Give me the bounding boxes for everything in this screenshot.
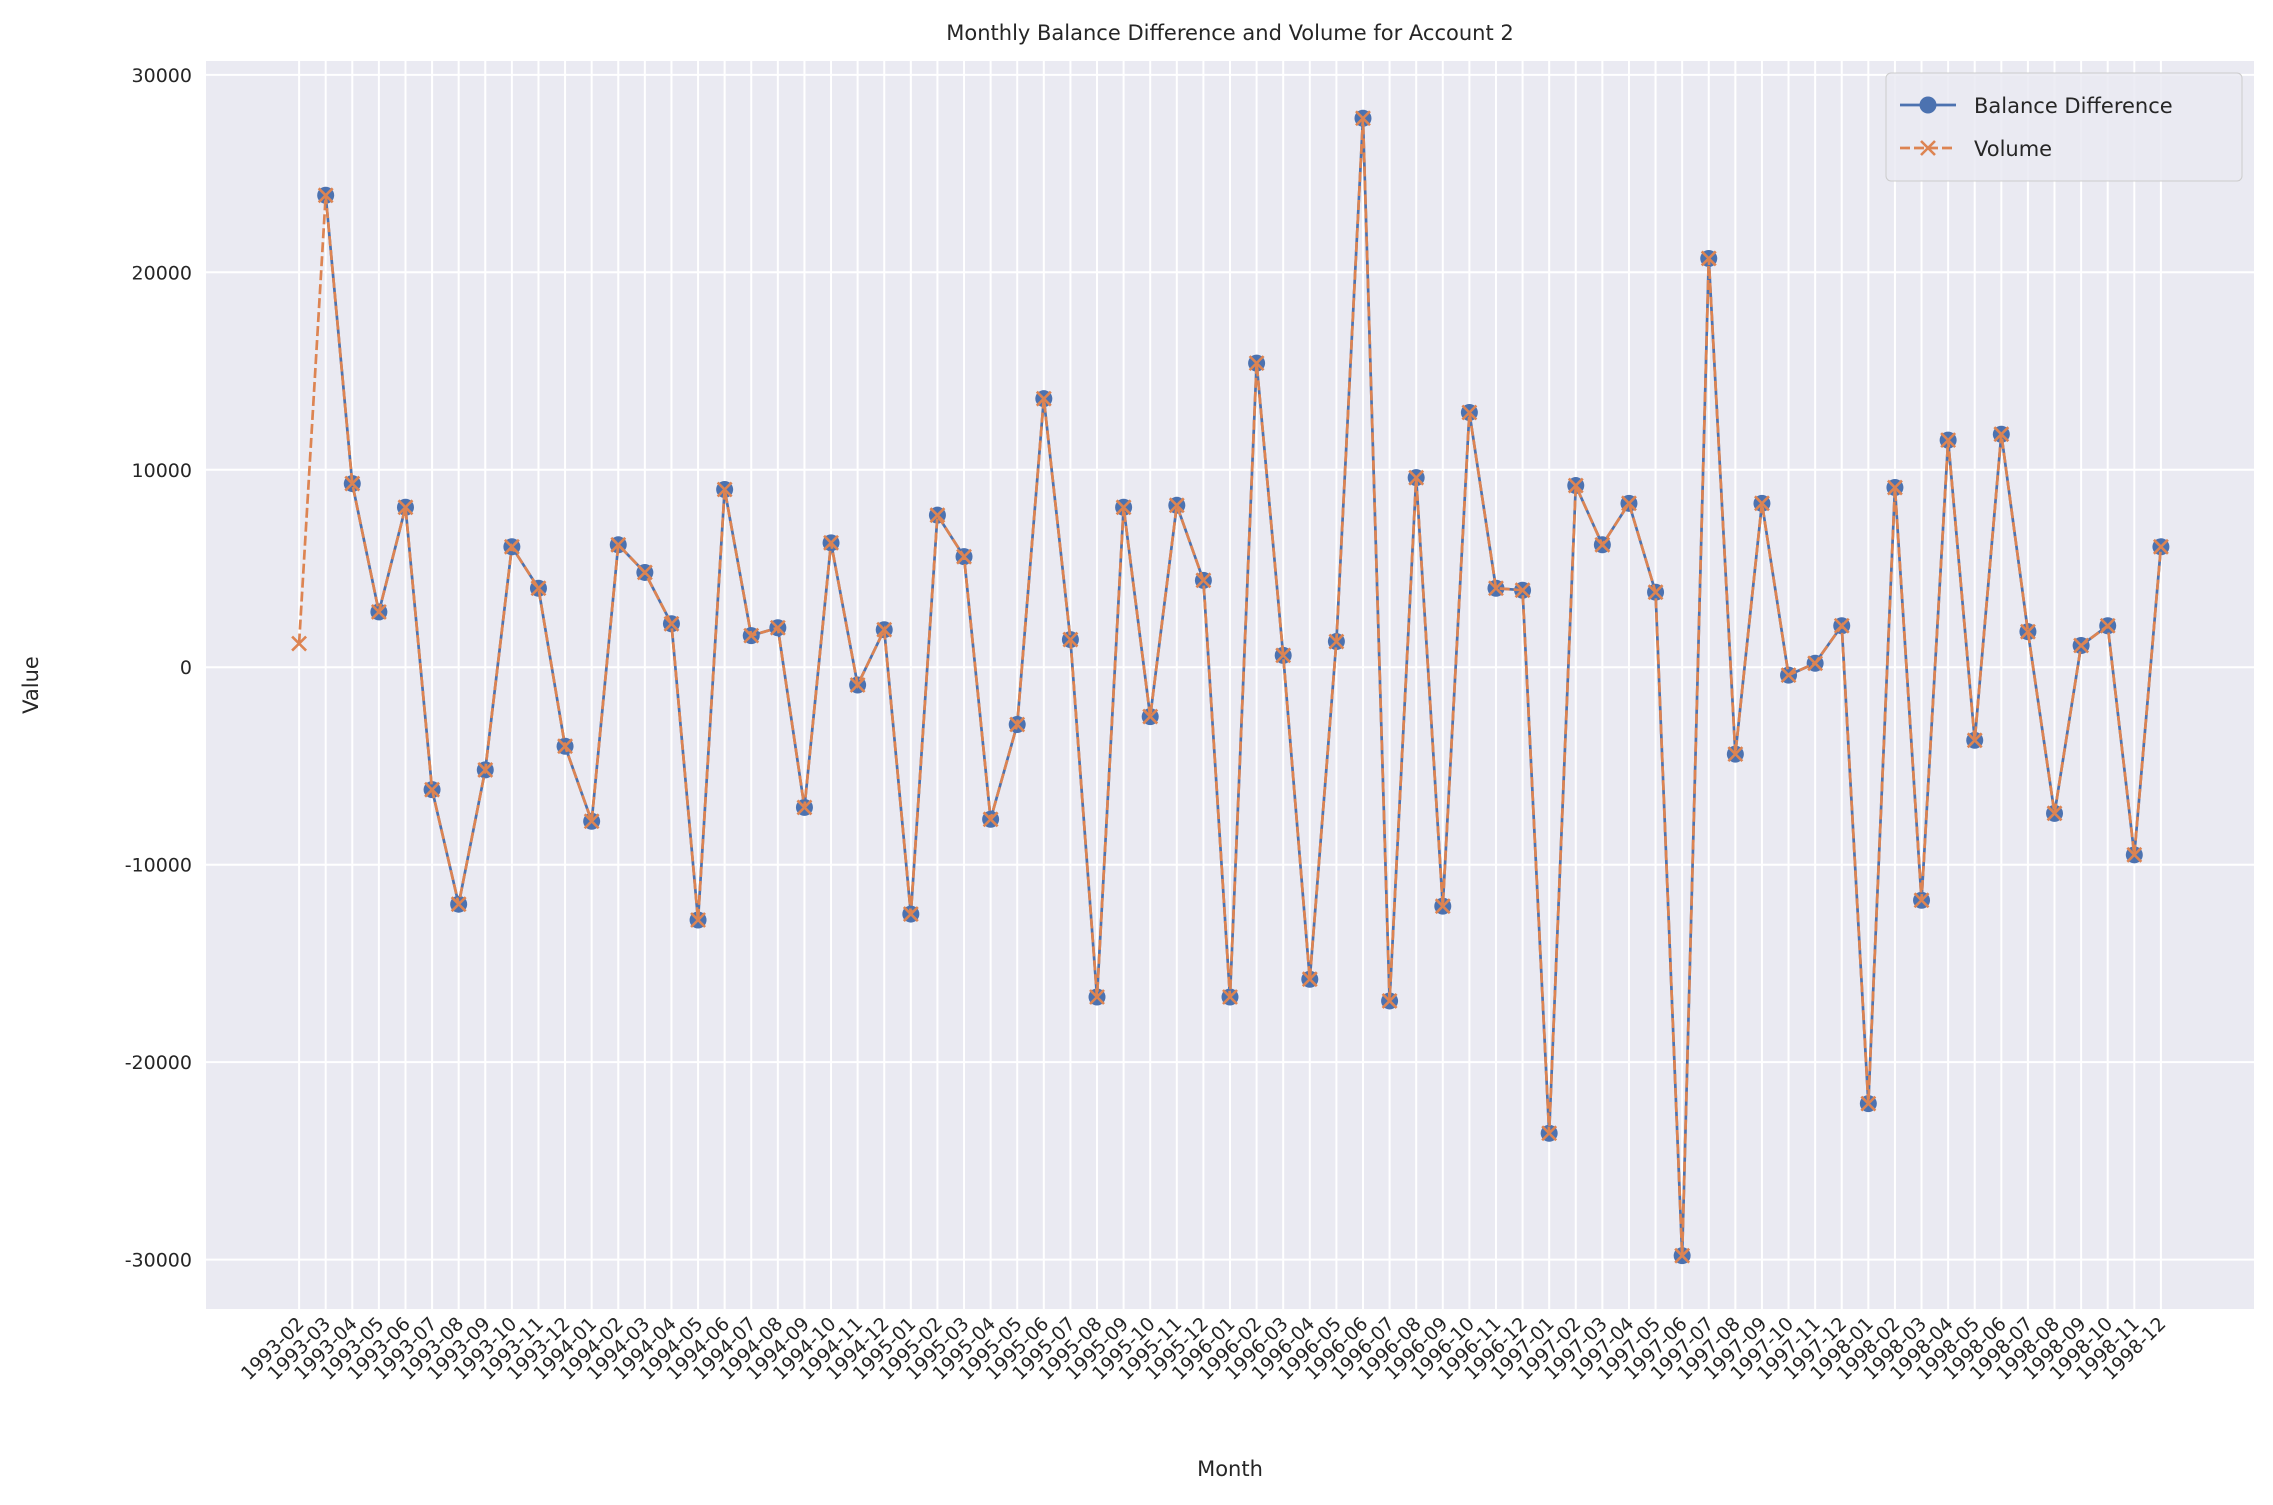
marker (1647, 584, 1664, 601)
marker (1408, 469, 1425, 486)
marker (424, 781, 440, 798)
marker (743, 627, 760, 644)
marker (1993, 426, 2010, 443)
marker (716, 481, 733, 498)
marker (610, 536, 627, 553)
marker (1621, 495, 1637, 512)
marker (503, 538, 520, 555)
marker (690, 912, 706, 928)
marker (530, 580, 547, 597)
marker (2020, 623, 2036, 640)
marker (1222, 989, 1238, 1005)
marker (663, 615, 680, 632)
y-axis-label: Value (19, 656, 43, 714)
marker (1514, 582, 1531, 599)
y-tick-label: -10000 (125, 855, 192, 877)
marker (2073, 637, 2090, 654)
marker (1434, 898, 1451, 915)
marker (1488, 580, 1504, 597)
marker (583, 813, 600, 830)
marker (2046, 805, 2063, 822)
marker (1833, 617, 1850, 634)
marker (929, 507, 946, 524)
chart-title: Monthly Balance Difference and Volume fo… (946, 21, 1513, 45)
y-tick-label: -20000 (125, 1052, 192, 1074)
marker (1913, 892, 1930, 909)
marker (1248, 355, 1265, 372)
marker (982, 811, 999, 828)
marker (477, 761, 494, 778)
marker (849, 677, 866, 693)
marker (1966, 732, 1983, 749)
marker (1115, 499, 1132, 516)
marker (1195, 572, 1212, 589)
marker (1301, 971, 1318, 988)
marker (397, 499, 414, 516)
y-tick-label: -30000 (125, 1250, 192, 1272)
series (291, 110, 2169, 1264)
x-axis-label: Month (1197, 1457, 1263, 1481)
marker (1920, 140, 1936, 156)
marker (1807, 655, 1824, 672)
marker (2099, 617, 2116, 634)
marker (1567, 477, 1584, 494)
marker (370, 604, 387, 620)
y-tick-label: 10000 (132, 460, 192, 482)
marker (1780, 667, 1797, 684)
marker (450, 896, 467, 913)
marker (876, 621, 893, 638)
legend-label: Balance Difference (1974, 94, 2173, 118)
marker (1275, 647, 1292, 664)
marker (2126, 846, 2143, 863)
marker (1461, 404, 1478, 421)
marker (1919, 96, 1937, 114)
marker (317, 187, 334, 204)
marker (1089, 989, 1105, 1005)
marker (1142, 708, 1159, 725)
legend-box (1885, 72, 2243, 182)
marker (557, 738, 573, 755)
marker (769, 619, 786, 636)
marker (823, 534, 839, 551)
marker (1541, 1125, 1558, 1142)
legend-label: Volume (1974, 137, 2052, 161)
y-tick-label: 20000 (132, 262, 192, 284)
marker (1754, 495, 1770, 512)
marker (796, 799, 813, 816)
marker (2152, 538, 2169, 555)
marker (1062, 631, 1079, 648)
marker (1381, 993, 1398, 1009)
marker (291, 635, 308, 652)
marker (1355, 110, 1371, 127)
marker (1940, 432, 1957, 449)
marker (1887, 479, 1903, 496)
y-tick-label: 30000 (132, 65, 192, 87)
marker (902, 906, 919, 922)
marker (1727, 746, 1744, 763)
marker (1674, 1247, 1691, 1264)
grid (206, 61, 2254, 1309)
marker (1594, 536, 1611, 553)
marker (956, 548, 972, 565)
marker (1860, 1095, 1877, 1112)
marker (1035, 390, 1052, 407)
marker (344, 475, 361, 492)
marker (1168, 497, 1185, 514)
marker (1009, 716, 1026, 733)
marker (636, 564, 653, 581)
marker (1328, 633, 1345, 650)
marker (1700, 250, 1717, 267)
y-tick-label: 0 (180, 657, 192, 679)
